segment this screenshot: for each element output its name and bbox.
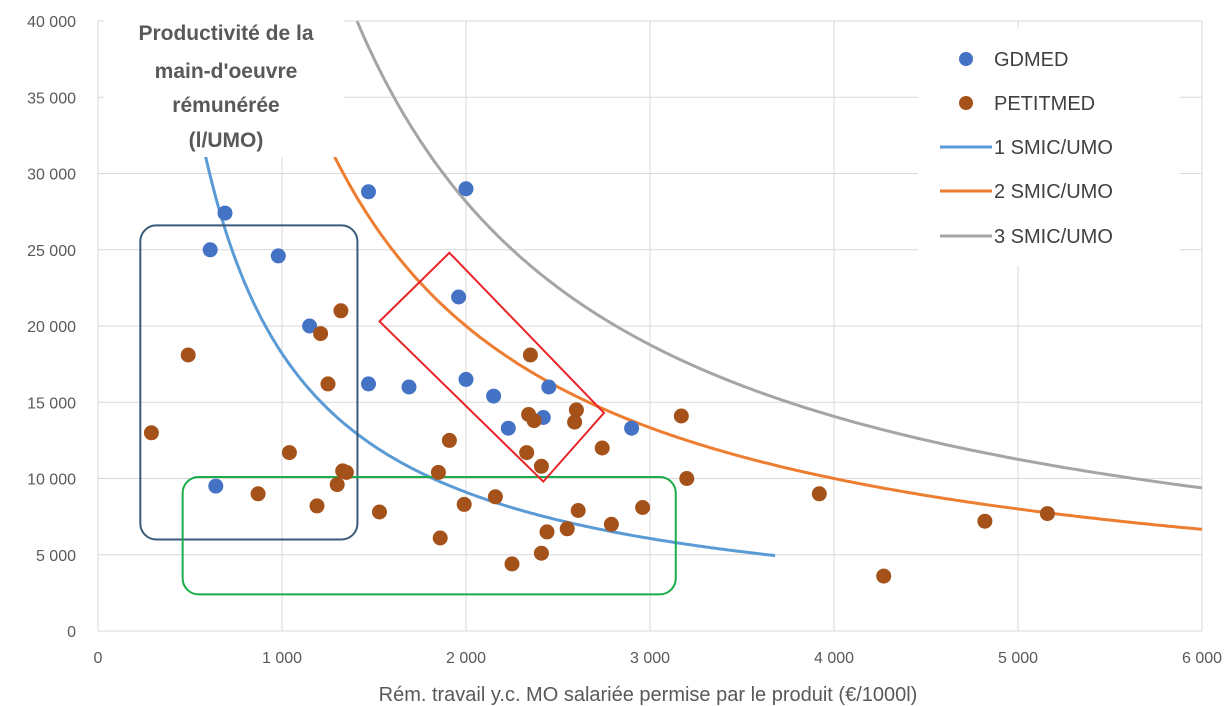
point-petitmed [1039,506,1055,522]
legend-label-gdmed: GDMED [994,49,1068,71]
point-petitmed [977,513,993,529]
point-gdmed [302,318,318,334]
y-tick-label: 20 000 [27,319,76,336]
point-gdmed [401,379,417,395]
point-petitmed [338,464,354,480]
legend: GDMED PETITMED 1 SMIC/UMO 2 SMIC/UMO 3 S… [918,28,1180,266]
x-axis-title: Rém. travail y.c. MO salariée permise pa… [379,684,918,706]
highlight-diamond [378,251,606,484]
title-line-1: Productivité de la [138,22,313,45]
point-petitmed [539,524,555,540]
point-petitmed [519,445,535,461]
point-petitmed [143,425,159,441]
point-petitmed [456,496,472,512]
point-petitmed [533,545,549,561]
point-petitmed [281,445,297,461]
legend-marker-gdmed [959,52,973,66]
point-gdmed [361,184,376,200]
point-petitmed [570,503,586,518]
x-tick-label: 2 000 [446,650,486,667]
point-gdmed [270,248,286,264]
legend-label-3-smic: 3 SMIC/UMO [994,226,1113,248]
point-gdmed [541,379,557,395]
point-gdmed [202,242,218,258]
point-petitmed [876,568,892,584]
point-petitmed [504,556,520,572]
point-petitmed [533,458,549,474]
curve-3-smic-umo [355,20,1203,490]
chart-title: Productivité de la main-d'oeuvre rémunér… [104,12,344,157]
point-gdmed [361,376,376,392]
point-petitmed [603,516,619,532]
x-tick-label: 5 000 [998,650,1038,667]
point-petitmed [313,326,329,342]
point-petitmed [441,432,457,448]
x-tick-label: 1 000 [262,650,302,667]
y-tick-label: 5 000 [36,548,76,565]
point-petitmed [568,402,584,418]
point-gdmed [458,181,474,197]
point-petitmed [522,347,538,363]
point-petitmed [635,500,651,515]
y-tick-label: 15 000 [27,395,76,412]
point-gdmed [217,205,233,221]
x-tick-label: 4 000 [814,650,854,667]
title-line-3: rémunérée [172,94,279,117]
point-petitmed [309,498,325,514]
point-petitmed [673,408,689,424]
point-petitmed [526,413,542,429]
point-petitmed [432,530,448,546]
legend-label-petitmed: PETITMED [994,93,1095,115]
y-tick-label: 10 000 [27,472,76,489]
legend-label-2-smic: 2 SMIC/UMO [994,181,1113,203]
x-tick-label: 3 000 [630,650,670,667]
highlight-box-1 [181,475,677,596]
y-tick-label: 35 000 [27,90,76,107]
point-petitmed [372,504,387,520]
point-gdmed [208,478,224,494]
y-tick-label: 25 000 [27,243,76,260]
y-tick-label: 30 000 [27,167,76,184]
point-petitmed [250,486,266,502]
point-petitmed [594,440,610,456]
point-gdmed [451,289,467,305]
title-line-2: main-d'oeuvre [155,60,298,83]
highlight-shapes [139,224,677,596]
point-petitmed [329,477,345,493]
point-petitmed [559,521,575,537]
data-points [143,181,1055,584]
legend-marker-petitmed [959,96,973,110]
point-petitmed [811,486,827,502]
title-line-4: (l/UMO) [189,129,264,152]
tick-labels: 0 1 000 2 000 3 000 4 000 5 000 6 000 0 5 000 10 … [27,14,1222,667]
point-petitmed [333,303,349,319]
x-tick-label: 0 [94,650,103,667]
point-gdmed [500,420,516,436]
point-petitmed [430,464,446,480]
y-tick-label: 40 000 [27,14,76,31]
point-petitmed [320,376,336,392]
x-tick-label: 6 000 [1182,650,1222,667]
point-gdmed [486,388,502,404]
point-petitmed [180,347,196,363]
point-petitmed [567,414,583,430]
legend-label-1-smic: 1 SMIC/UMO [994,137,1113,159]
y-tick-label: 0 [67,624,76,641]
point-gdmed [624,420,640,436]
point-gdmed [458,371,474,387]
point-petitmed [487,489,503,505]
highlight-box-0 [139,224,359,541]
point-petitmed [679,471,695,486]
